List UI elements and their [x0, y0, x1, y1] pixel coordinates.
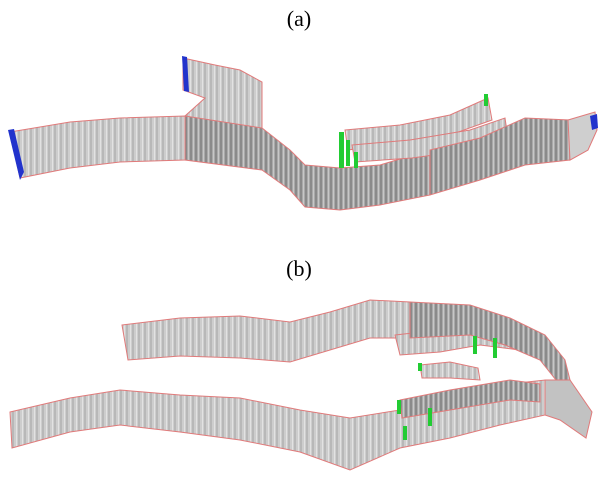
a-blue-marker-left: [8, 129, 24, 180]
a-left-ribbon: [9, 115, 186, 179]
b-lower-fan: [399, 379, 541, 419]
panel-a-surface: [8, 56, 598, 211]
b-inner-loop-2: [419, 361, 481, 381]
b-green-marker-2: [493, 338, 497, 358]
a-green-marker-3: [354, 152, 358, 168]
b-green-marker-1: [473, 336, 477, 354]
b-green-marker-5: [428, 408, 432, 426]
b-right-tail: [544, 379, 593, 439]
a-green-marker-4: [484, 94, 488, 106]
panel-b-label: (b): [286, 256, 312, 281]
b-upper-ribbon: [121, 299, 411, 363]
b-green-marker-6: [403, 426, 407, 440]
a-green-marker-2: [346, 140, 350, 166]
a-green-marker-1: [339, 132, 344, 168]
a-blue-marker-top: [182, 56, 189, 92]
panel-b-surface: [9, 299, 593, 471]
a-blue-marker-right: [590, 114, 598, 130]
b-green-marker-3: [418, 363, 422, 371]
a-right-end: [567, 111, 598, 161]
panel-a-label: (a): [286, 6, 312, 31]
b-green-marker-4: [397, 400, 401, 414]
